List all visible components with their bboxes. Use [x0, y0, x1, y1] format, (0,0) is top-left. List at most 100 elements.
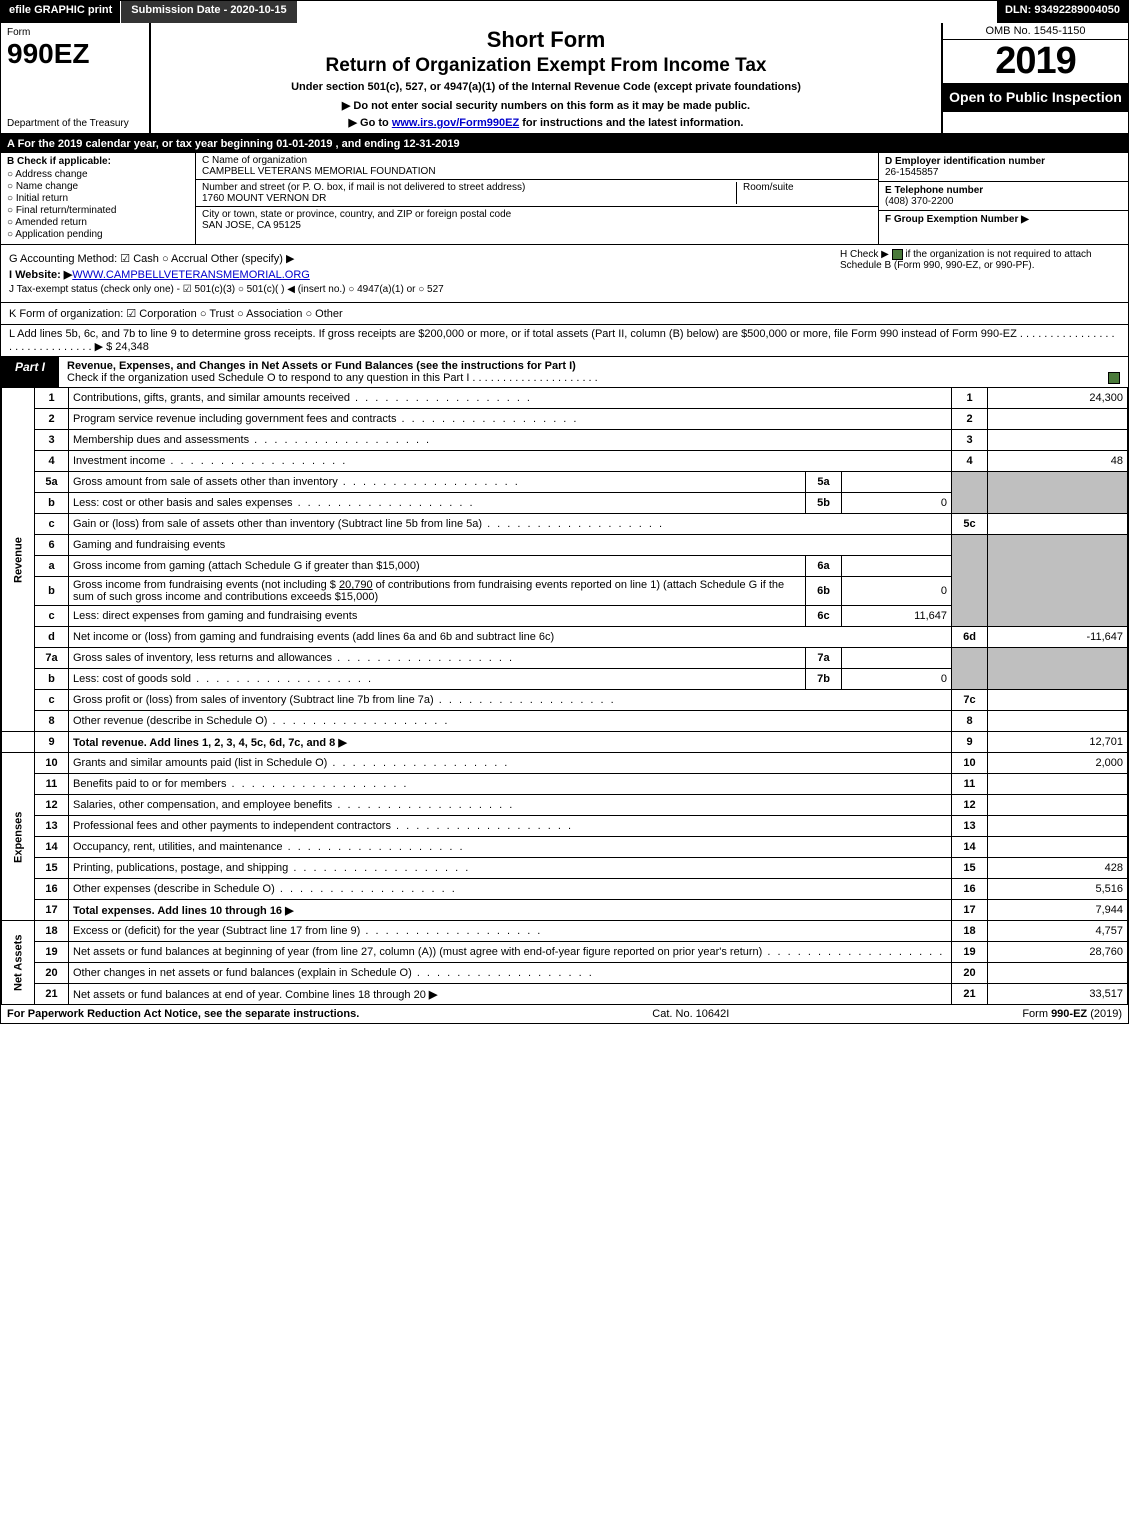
row-6b-sv: 0 [842, 577, 952, 606]
section-b-label: B Check if applicable: [7, 156, 189, 167]
footer-center: Cat. No. 10642I [652, 1008, 729, 1020]
irs-link[interactable]: www.irs.gov/Form990EZ [392, 117, 519, 129]
h-checkbox[interactable] [892, 249, 903, 260]
chk-amended-return[interactable]: Amended return [7, 217, 189, 228]
row-7b-sn: 7b [806, 669, 842, 690]
row-6a-num: a [35, 556, 69, 577]
row-10-num: 10 [35, 753, 69, 774]
row-1-amt: 24,300 [988, 388, 1128, 409]
row-6d-desc: Net income or (loss) from gaming and fun… [69, 627, 952, 648]
form-subtitle-section: Under section 501(c), 527, or 4947(a)(1)… [159, 81, 933, 93]
row-4-amt: 48 [988, 451, 1128, 472]
efile-print-button[interactable]: efile GRAPHIC print [1, 1, 121, 23]
website-link[interactable]: WWW.CAMPBELLVETERANSMEMORIAL.ORG [72, 269, 310, 281]
department-label: Department of the Treasury [7, 118, 143, 129]
row-14-rnum: 14 [952, 837, 988, 858]
row-12-amt [988, 795, 1128, 816]
part-1-sub: Check if the organization used Schedule … [67, 372, 598, 384]
phone-value: (408) 370-2200 [885, 196, 953, 207]
row-5b-sv: 0 [842, 493, 952, 514]
row-6c-num: c [35, 606, 69, 627]
row-2-desc: Program service revenue including govern… [69, 409, 952, 430]
row-15-num: 15 [35, 858, 69, 879]
row-1-rnum: 1 [952, 388, 988, 409]
row-3-amt [988, 430, 1128, 451]
cat-netassets-label: Net Assets [2, 921, 35, 1005]
row-2-num: 2 [35, 409, 69, 430]
form-number: 990EZ [7, 38, 143, 70]
row-7c-rnum: 7c [952, 690, 988, 711]
row-6d-amt: -11,647 [988, 627, 1128, 648]
row-19-rnum: 19 [952, 942, 988, 963]
form-title-2: Return of Organization Exempt From Incom… [159, 55, 933, 77]
addr-label: Number and street (or P. O. box, if mail… [202, 182, 525, 193]
row-20-amt [988, 963, 1128, 984]
row-5c-num: c [35, 514, 69, 535]
row-4-rnum: 4 [952, 451, 988, 472]
cat-expenses-label: Expenses [2, 753, 35, 921]
row-14-desc: Occupancy, rent, utilities, and maintena… [69, 837, 952, 858]
row-9-num: 9 [35, 732, 69, 753]
row-4-desc: Investment income [69, 451, 952, 472]
part-1-schedule-o-checkbox[interactable] [1108, 372, 1120, 384]
row-7c-desc: Gross profit or (loss) from sales of inv… [69, 690, 952, 711]
meta-block: H Check ▶ if the organization is not req… [1, 245, 1128, 303]
row-5b-num: b [35, 493, 69, 514]
row-11-num: 11 [35, 774, 69, 795]
part-1-label: Part I [1, 357, 59, 387]
line-l: L Add lines 5b, 6c, and 7b to line 9 to … [1, 325, 1128, 357]
form-goto-line: ▶ Go to www.irs.gov/Form990EZ for instru… [159, 116, 933, 129]
row-21-num: 21 [35, 984, 69, 1005]
row-13-rnum: 13 [952, 816, 988, 837]
row-6b-sn: 6b [806, 577, 842, 606]
financial-table: Revenue 1 Contributions, gifts, grants, … [1, 387, 1128, 1005]
roomsuite-label: Room/suite [736, 182, 794, 204]
row-19-desc: Net assets or fund balances at beginning… [69, 942, 952, 963]
row-7a-sn: 7a [806, 648, 842, 669]
chk-name-change[interactable]: Name change [7, 181, 189, 192]
row-6c-desc: Less: direct expenses from gaming and fu… [69, 606, 806, 627]
footer-left: For Paperwork Reduction Act Notice, see … [7, 1008, 359, 1020]
row-3-rnum: 3 [952, 430, 988, 451]
page-footer: For Paperwork Reduction Act Notice, see … [1, 1005, 1128, 1023]
row-21-rnum: 21 [952, 984, 988, 1005]
org-name: CAMPBELL VETERANS MEMORIAL FOUNDATION [202, 166, 436, 177]
row-6-num: 6 [35, 535, 69, 556]
chk-initial-return[interactable]: Initial return [7, 193, 189, 204]
chk-final-return[interactable]: Final return/terminated [7, 205, 189, 216]
f-label: F Group Exemption Number ▶ [885, 214, 1029, 225]
row-7a-num: 7a [35, 648, 69, 669]
row-7a-desc: Gross sales of inventory, less returns a… [69, 648, 806, 669]
row-9-amt: 12,701 [988, 732, 1128, 753]
row-20-num: 20 [35, 963, 69, 984]
row-18-num: 18 [35, 921, 69, 942]
form-word: Form [7, 27, 143, 38]
chk-address-change[interactable]: Address change [7, 169, 189, 180]
top-bar: efile GRAPHIC print Submission Date - 20… [1, 1, 1128, 23]
row-16-num: 16 [35, 879, 69, 900]
row-7c-amt [988, 690, 1128, 711]
street-address: 1760 MOUNT VERNON DR [202, 193, 326, 204]
row-6b-underline: 20,790 [339, 579, 373, 591]
row-17-amt: 7,944 [988, 900, 1128, 921]
row-15-amt: 428 [988, 858, 1128, 879]
row-1-desc: Contributions, gifts, grants, and simila… [69, 388, 952, 409]
row-7b-num: b [35, 669, 69, 690]
row-6d-rnum: 6d [952, 627, 988, 648]
row-10-desc: Grants and similar amounts paid (list in… [69, 753, 952, 774]
row-11-rnum: 11 [952, 774, 988, 795]
grey-5ab [952, 472, 988, 514]
goto-pre: ▶ Go to [349, 117, 392, 129]
row-6d-num: d [35, 627, 69, 648]
row-15-desc: Printing, publications, postage, and shi… [69, 858, 952, 879]
row-6c-sv: 11,647 [842, 606, 952, 627]
grey-7ab [952, 648, 988, 690]
row-6b-num: b [35, 577, 69, 606]
row-12-num: 12 [35, 795, 69, 816]
chk-application-pending[interactable]: Application pending [7, 229, 189, 240]
grey-6abc-amt [988, 535, 1128, 627]
row-10-rnum: 10 [952, 753, 988, 774]
open-to-public-box: Open to Public Inspection [943, 83, 1128, 112]
row-14-amt [988, 837, 1128, 858]
c-label: C Name of organization [202, 155, 307, 166]
